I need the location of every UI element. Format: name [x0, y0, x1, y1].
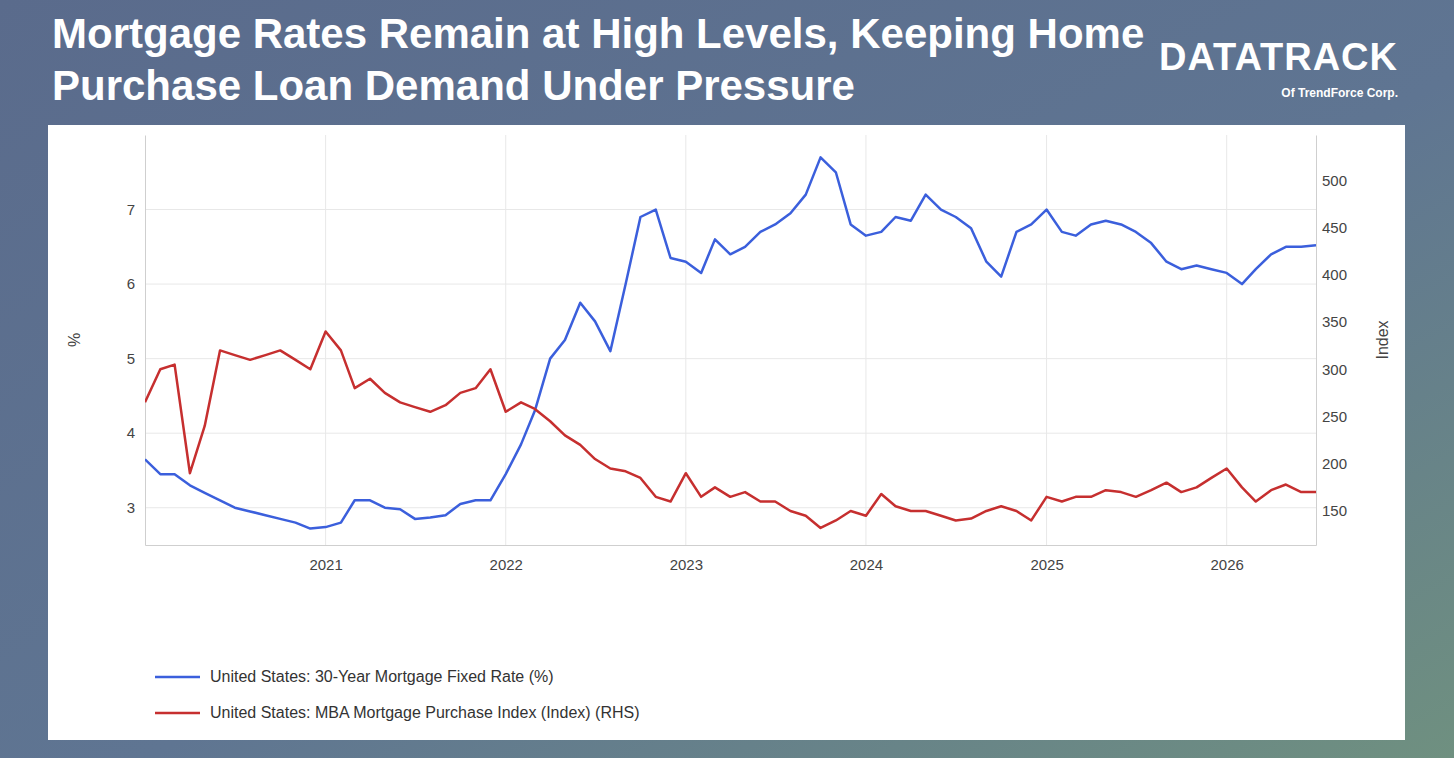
legend-label: United States: 30-Year Mortgage Fixed Ra… — [210, 668, 554, 685]
y-tick-label: 7 — [127, 201, 135, 218]
title: Mortgage Rates Remain at High Levels, Ke… — [52, 10, 1144, 109]
y2-tick: 250 — [1316, 408, 1347, 425]
x-tick-label: 2024 — [850, 556, 883, 573]
y-tick: 4 — [127, 424, 145, 441]
legend-item: United States: MBA Mortgage Purchase Ind… — [155, 704, 640, 721]
y-axis-line — [145, 136, 146, 546]
y-axis: 3 4 5 6 7 — [127, 136, 146, 546]
y2-tick-label: 350 — [1322, 313, 1347, 330]
series-line — [145, 331, 1316, 527]
y-grid-line — [145, 284, 1316, 285]
x-tick-label: 2025 — [1030, 556, 1063, 573]
background — [0, 0, 1454, 758]
x-tick: 2024 — [850, 545, 883, 573]
y-grid-line — [145, 507, 1316, 508]
grid — [145, 135, 1316, 545]
y2-tick-label: 200 — [1322, 455, 1347, 472]
x-tick: 2022 — [490, 545, 523, 573]
y2-tick: 500 — [1316, 172, 1347, 189]
y-grid-line — [145, 433, 1316, 434]
y2-tick-label: 250 — [1322, 408, 1347, 425]
y-tick: 3 — [127, 499, 145, 516]
y-axis-title: % — [66, 333, 83, 347]
y-tick: 7 — [127, 201, 145, 218]
legend-swatch — [155, 676, 200, 679]
legend: United States: 30-Year Mortgage Fixed Ra… — [155, 668, 640, 721]
y2-tick: 300 — [1316, 361, 1347, 378]
x-tick: 2026 — [1210, 545, 1243, 573]
legend-label: United States: MBA Mortgage Purchase Ind… — [210, 704, 640, 721]
x-grid-line — [505, 135, 506, 545]
logo-subtitle: Of TrendForce Corp. — [1281, 86, 1398, 100]
x-tick: 2023 — [670, 545, 703, 573]
y-tick-label: 4 — [127, 424, 135, 441]
y-grid-line — [145, 358, 1316, 359]
x-axis: 2021 2022 2023 2024 2025 2026 — [146, 545, 1317, 573]
legend-item: United States: 30-Year Mortgage Fixed Ra… — [155, 668, 554, 685]
y-tick-label: 6 — [127, 275, 135, 292]
x-grid-line — [685, 135, 686, 545]
x-tick-label: 2022 — [490, 556, 523, 573]
y2-tick-label: 400 — [1322, 266, 1347, 283]
legend-swatch — [155, 712, 200, 715]
logo: DATATRACK — [1159, 36, 1398, 78]
x-tick: 2021 — [309, 545, 342, 573]
chart-panel — [48, 125, 1405, 740]
y2-tick-label: 500 — [1322, 172, 1347, 189]
y-tick: 6 — [127, 275, 145, 292]
x-tick-label: 2026 — [1210, 556, 1243, 573]
y2-tick: 150 — [1316, 502, 1347, 519]
x-grid-line — [325, 135, 326, 545]
series-line — [145, 157, 1316, 528]
x-tick-label: 2021 — [309, 556, 342, 573]
x-axis-line — [146, 545, 1317, 546]
y-tick: 5 — [127, 350, 145, 367]
y-tick-label: 3 — [127, 499, 135, 516]
y2-axis-title: Index — [1374, 320, 1391, 359]
x-grid-line — [865, 135, 866, 545]
y-tick-label: 5 — [127, 350, 135, 367]
x-tick: 2025 — [1030, 545, 1063, 573]
x-tick-label: 2023 — [670, 556, 703, 573]
chart-svg: Mortgage Rates Remain at High Levels, Ke… — [0, 0, 1454, 758]
y-grid-line — [145, 209, 1316, 210]
y2-tick: 400 — [1316, 266, 1347, 283]
y2-tick-label: 150 — [1322, 502, 1347, 519]
y2-axis: 150 200 250 300 350 400 450 500 — [1316, 136, 1347, 546]
x-grid-line — [1226, 135, 1227, 545]
y2-axis-line — [1316, 136, 1317, 546]
plot-lines — [145, 157, 1316, 528]
y2-tick: 200 — [1316, 455, 1347, 472]
y2-tick-label: 300 — [1322, 361, 1347, 378]
y2-tick: 450 — [1316, 219, 1347, 236]
y2-tick-label: 450 — [1322, 219, 1347, 236]
y2-tick: 350 — [1316, 313, 1347, 330]
x-grid-line — [1046, 135, 1047, 545]
